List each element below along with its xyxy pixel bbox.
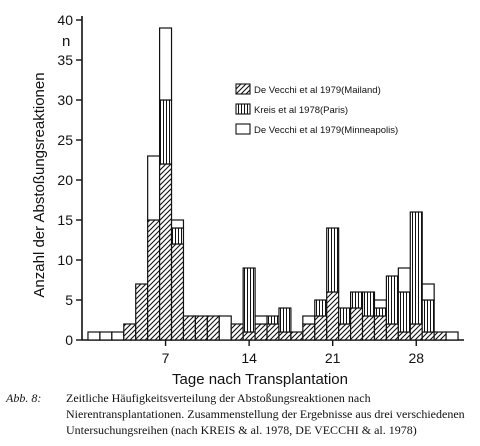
- bar-segment-hatch-day-16: [266, 323, 280, 341]
- bar-segment-hatch-day-25: [373, 315, 388, 341]
- y-tick-label: 20: [57, 172, 73, 188]
- bar-segment-vertical-day-17: [278, 307, 292, 333]
- bar-segment-empty-day-8: [170, 219, 185, 229]
- bar-segment-hatch-day-13: [230, 323, 244, 341]
- bar-segment-empty-day-6: [147, 155, 161, 221]
- bar-segment-empty-day-1: [87, 331, 101, 341]
- bar-segment-hatch-day-19: [302, 323, 316, 341]
- legend-label: De Vecchi et al 1979(Minneapolis): [254, 125, 398, 136]
- bar-segment-hatch-day-21: [326, 291, 340, 341]
- y-tick-label: 40: [57, 12, 73, 28]
- bar-segment-empty-day-29: [421, 283, 435, 301]
- bar-segment-vertical-day-29: [421, 299, 435, 333]
- bar-segment-hatch-day-6: [147, 219, 161, 341]
- bar-segment-hatch-day-17: [278, 331, 292, 341]
- legend-label: Kreis et al 1978(Paris): [254, 105, 348, 116]
- x-tick-label: 21: [325, 350, 341, 366]
- bar-segment-hatch-day-22: [338, 323, 352, 341]
- bar-segment-hatch-day-30: [433, 331, 447, 341]
- y-tick-label: 25: [57, 132, 73, 148]
- y-tick-label: 35: [57, 52, 73, 68]
- bar-segment-hatch-day-20: [314, 315, 328, 341]
- y-tick-label: 0: [65, 332, 73, 348]
- caption-label: Abb. 8:: [6, 391, 42, 405]
- bar-segment-hatch-day-27: [397, 331, 411, 341]
- caption-text: Zeitliche Häufigkeitsverteilung der Abst…: [66, 391, 465, 437]
- bar-segment-empty-day-3: [111, 331, 125, 341]
- bar-segment-vertical-day-20: [314, 299, 328, 317]
- legend: De Vecchi et al 1979(Mailand) Kreis et al…: [235, 83, 398, 136]
- axes-layer: 0 5 10 15 20 25 30 35 40 7 14 21 28: [57, 12, 464, 366]
- bars-layer: [87, 27, 459, 341]
- bar-segment-vertical-day-8: [170, 227, 185, 245]
- bar-segment-vertical-day-25: [373, 307, 388, 317]
- bar-segment-hatch-day-26: [385, 323, 399, 341]
- bar-segment-hatch-day-9: [182, 315, 197, 341]
- bar-segment-empty-day-31: [445, 331, 459, 341]
- bar-segment-hatch-day-23: [349, 307, 364, 341]
- y-tick-label: 30: [57, 92, 73, 108]
- legend-swatch-empty: [235, 123, 251, 135]
- bar-segment-hatch-day-29: [421, 331, 435, 341]
- bar-segment-empty-day-12: [218, 315, 232, 341]
- legend-swatch-hatch: [235, 83, 251, 95]
- x-tick-label: 14: [241, 350, 257, 366]
- bar-segment-empty-day-7: [158, 27, 173, 101]
- x-tick-label: 28: [408, 350, 424, 366]
- bar-segment-hatch-day-4: [123, 323, 137, 341]
- x-tick-label: 7: [162, 350, 170, 366]
- y-axis-title: Anzahl der Abstoßungsreaktionen: [31, 72, 48, 297]
- bar-segment-hatch-day-24: [361, 315, 376, 341]
- x-axis-title: Tage nach Transplantation: [172, 371, 348, 388]
- bar-segment-vertical-day-21: [326, 227, 340, 293]
- bar-segment-empty-day-15: [254, 315, 268, 325]
- bar-segment-vertical-day-26: [385, 275, 399, 325]
- stacked-bar-chart: 0 5 10 15 20 25 30 35 40 7 14 21 28 De Vecchi et al …: [31, 12, 464, 388]
- bar-segment-hatch-day-14: [242, 331, 256, 341]
- bar-segment-vertical-day-28: [409, 211, 423, 325]
- bar-segment-hatch-day-5: [135, 283, 149, 341]
- bar-segment-empty-day-2: [99, 331, 113, 341]
- bar-segment-empty-day-25: [373, 299, 388, 309]
- bar-segment-hatch-day-28: [409, 323, 423, 341]
- bar-segment-hatch-day-15: [254, 323, 268, 341]
- bar-segment-hatch-day-11: [206, 315, 220, 341]
- bar-segment-vertical-day-7: [158, 99, 173, 165]
- bar-segment-vertical-day-16: [266, 315, 280, 325]
- legend-label: De Vecchi et al 1979(Mailand): [254, 85, 381, 96]
- bar-segment-vertical-day-23: [349, 291, 364, 309]
- bar-segment-empty-day-19: [302, 315, 316, 325]
- legend-swatch-vertical: [235, 103, 251, 115]
- y-tick-label: 5: [65, 292, 73, 308]
- bar-segment-vertical-day-14: [242, 267, 256, 333]
- bar-segment-hatch-day-7: [158, 163, 173, 341]
- y-tick-label: 10: [57, 252, 73, 268]
- y-tick-label: 15: [57, 212, 73, 228]
- bar-segment-hatch-day-10: [194, 315, 208, 341]
- bar-segment-hatch-day-8: [170, 243, 185, 341]
- bar-segment-vertical-day-24: [361, 291, 376, 317]
- y-axis-unit-label: n: [62, 33, 70, 50]
- bar-segment-vertical-day-27: [397, 291, 411, 333]
- bar-segment-empty-day-27: [397, 267, 411, 293]
- bar-segment-vertical-day-22: [338, 307, 352, 325]
- bar-segment-hatch-day-18: [290, 331, 304, 341]
